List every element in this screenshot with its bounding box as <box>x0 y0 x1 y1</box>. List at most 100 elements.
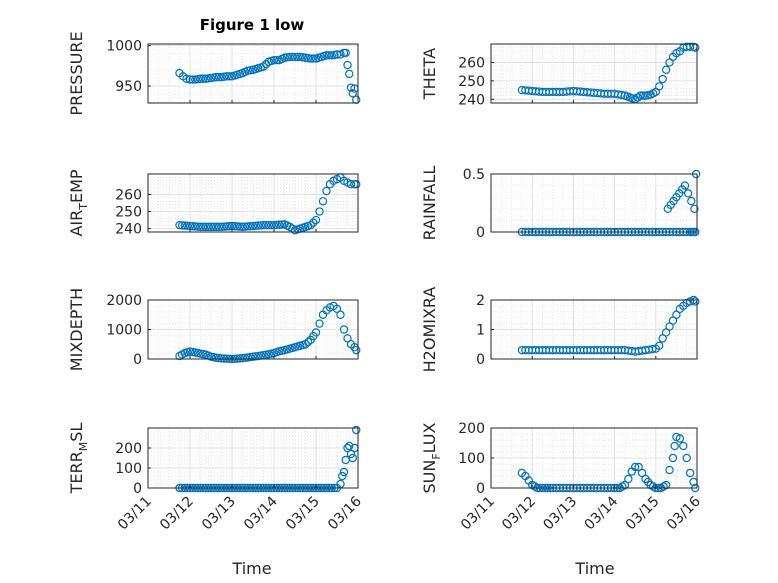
data-point <box>348 89 357 98</box>
data-point <box>315 207 324 216</box>
data-point <box>670 441 679 451</box>
data-point <box>206 222 216 232</box>
y-tick-label: 0 <box>476 225 485 241</box>
data-point <box>193 74 203 84</box>
axes-box <box>490 173 698 233</box>
data-point <box>687 196 696 206</box>
data-point <box>521 345 530 355</box>
data-point <box>552 87 561 97</box>
data-point <box>572 87 582 96</box>
data-point <box>552 345 561 355</box>
x-axis-label-left: Time <box>231 559 271 578</box>
data-point <box>341 48 350 58</box>
data-point <box>649 89 658 98</box>
data-point <box>235 69 245 79</box>
y-tick-label: 0 <box>133 352 142 368</box>
data-point <box>623 92 632 101</box>
data-point <box>346 180 356 189</box>
data-point <box>198 74 208 83</box>
data-point <box>272 220 281 230</box>
data-point <box>183 348 192 357</box>
data-point <box>182 74 191 83</box>
y-tick-label: 950 <box>115 79 142 95</box>
subplot-h2omixra: 0 1 2 H2OMIXRA <box>420 287 700 373</box>
data-point <box>314 53 323 62</box>
data-point <box>204 74 213 83</box>
data-point <box>293 225 302 234</box>
data-point <box>659 482 668 491</box>
data-markers <box>517 42 700 104</box>
data-point <box>593 88 602 98</box>
data-point <box>269 220 279 230</box>
data-markers <box>175 173 361 235</box>
data-point <box>261 220 271 230</box>
data-point <box>315 319 324 328</box>
y-axis-label: H2OMIXRA <box>420 287 439 373</box>
data-point <box>322 186 331 196</box>
data-point <box>628 94 637 103</box>
data-point <box>352 180 361 189</box>
data-point <box>225 72 234 81</box>
data-point <box>256 221 266 230</box>
data-point <box>277 54 287 64</box>
data-point <box>624 474 633 484</box>
data-point <box>665 465 674 475</box>
data-point <box>188 75 197 84</box>
data-point <box>246 222 255 231</box>
data-point <box>345 441 354 451</box>
data-point <box>345 69 354 79</box>
data-point <box>682 453 691 463</box>
data-point <box>198 222 208 232</box>
data-point <box>309 218 318 227</box>
data-point <box>298 53 308 62</box>
subplot-theta: 240 250 260 THETA <box>420 42 700 108</box>
data-point <box>177 350 187 359</box>
data-point <box>275 220 284 229</box>
data-point <box>277 220 287 229</box>
axes-background <box>491 174 697 232</box>
data-point <box>303 337 313 347</box>
data-point <box>282 53 292 62</box>
y-tick-label: 2000 <box>106 293 142 309</box>
data-point <box>572 345 582 355</box>
data-point <box>222 222 231 231</box>
data-point <box>303 53 313 63</box>
y-tick-label: 100 <box>458 451 485 467</box>
y-tick-label: 260 <box>115 187 142 203</box>
y-axis-label: TERRMSL <box>67 423 90 495</box>
data-point <box>668 453 678 463</box>
data-point <box>319 51 329 61</box>
data-point <box>613 345 623 355</box>
y-tick-label: 260 <box>458 55 485 71</box>
axes-box <box>147 427 359 489</box>
data-point <box>196 222 205 232</box>
y-axis-label: MIXDEPTH <box>67 288 86 371</box>
data-point <box>217 222 226 232</box>
data-point <box>267 349 276 358</box>
data-point <box>352 345 361 355</box>
data-point <box>649 482 658 491</box>
data-point <box>177 221 187 230</box>
y-tick-label: 1000 <box>106 39 142 55</box>
data-point <box>343 60 352 70</box>
data-point <box>318 197 328 206</box>
data-point <box>188 222 197 231</box>
data-point <box>298 223 308 232</box>
data-point <box>562 87 571 96</box>
data-point <box>685 42 695 51</box>
y-tick-label: 1000 <box>106 323 142 339</box>
data-point <box>267 220 276 230</box>
data-point <box>209 353 218 362</box>
data-point <box>562 345 571 355</box>
y-tick-label: 240 <box>458 92 485 108</box>
data-point <box>293 52 302 62</box>
data-point <box>235 354 245 363</box>
data-point <box>311 215 321 225</box>
figure-title: Figure 1 low <box>200 16 305 34</box>
data-point <box>691 297 700 306</box>
y-axis-label: SUNFLUX <box>420 422 443 493</box>
data-point <box>633 93 642 102</box>
data-point <box>336 310 345 319</box>
data-point <box>248 221 258 231</box>
